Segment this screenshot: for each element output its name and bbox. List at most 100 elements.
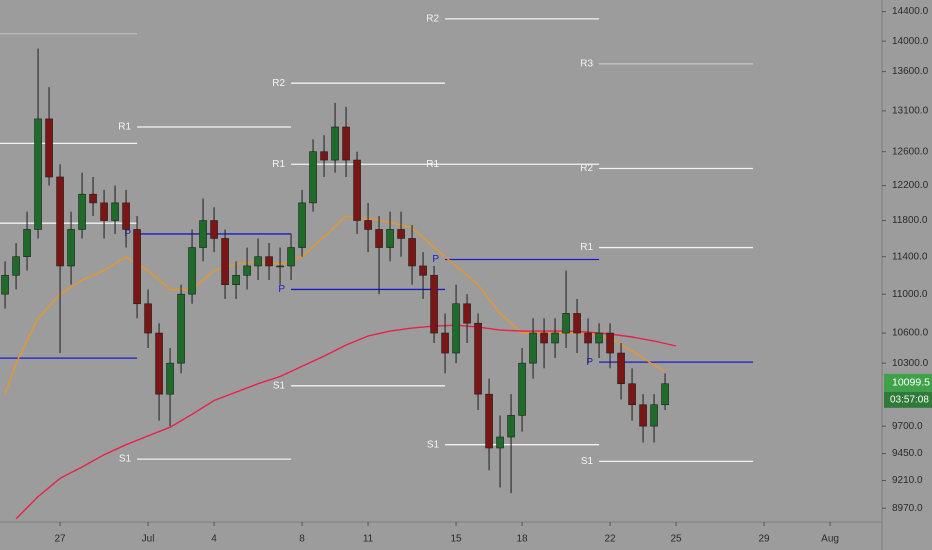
pivot-label: P bbox=[124, 229, 131, 240]
candle-body bbox=[232, 274, 240, 285]
candle-body bbox=[309, 151, 317, 204]
pivot-label: P bbox=[278, 284, 285, 295]
candle-body bbox=[375, 229, 383, 248]
candle-body bbox=[254, 256, 262, 267]
candle-body bbox=[331, 126, 339, 161]
candle-body bbox=[155, 332, 163, 395]
candle-body bbox=[452, 303, 460, 354]
last-price-box bbox=[884, 373, 932, 392]
pivot-label: R1 bbox=[272, 159, 285, 170]
last-price-label: 10099.5 bbox=[892, 377, 930, 389]
y-tick-label: 14400.0 bbox=[892, 6, 929, 17]
y-tick-label: 13100.0 bbox=[892, 106, 929, 117]
x-tick-label: 25 bbox=[670, 534, 682, 545]
candle-body bbox=[496, 436, 504, 449]
candle-body bbox=[320, 151, 328, 161]
candle-body bbox=[540, 332, 548, 344]
candle-body bbox=[342, 126, 350, 161]
y-tick-label: 11400.0 bbox=[892, 251, 928, 262]
candle-body bbox=[100, 202, 108, 221]
x-tick-label: 15 bbox=[450, 534, 462, 545]
pivot-label: R2 bbox=[426, 14, 439, 25]
candle-body bbox=[34, 118, 42, 230]
countdown-label: 03:57:08 bbox=[890, 394, 929, 405]
y-tick-label: 9210.0 bbox=[892, 475, 923, 486]
pivot-label: R3 bbox=[580, 59, 593, 70]
candle-body bbox=[441, 332, 449, 354]
pivot-label: R1 bbox=[426, 159, 439, 170]
candle-body bbox=[276, 265, 284, 268]
pivot-label: S1 bbox=[581, 456, 594, 467]
candle-body bbox=[111, 202, 119, 221]
pivot-label: P bbox=[586, 357, 593, 368]
y-tick-label: 12600.0 bbox=[892, 146, 929, 157]
candle-body bbox=[628, 383, 636, 406]
candle-body bbox=[419, 265, 427, 276]
y-tick-label: 8970.0 bbox=[892, 503, 923, 514]
candle-body bbox=[166, 362, 174, 395]
candle-body bbox=[518, 362, 526, 416]
candle-body bbox=[551, 332, 559, 344]
pivot-label: P bbox=[432, 254, 439, 265]
candle-body bbox=[89, 193, 97, 204]
candle-body bbox=[67, 229, 75, 267]
y-tick-label: 14000.0 bbox=[892, 36, 929, 47]
y-tick-label: 9700.0 bbox=[892, 421, 923, 432]
countdown-box bbox=[884, 391, 932, 408]
candle-body bbox=[606, 332, 614, 354]
y-tick-label: 10600.0 bbox=[892, 328, 929, 339]
candle-body bbox=[430, 274, 438, 334]
pivot-label: R2 bbox=[580, 163, 593, 174]
candle-body bbox=[221, 238, 229, 285]
pivot-label: R1 bbox=[580, 242, 593, 253]
candle-body bbox=[661, 383, 669, 406]
candle-body bbox=[56, 176, 64, 267]
axes: 14400.0 14000.0 13600.0 13100.0 12600.0 12200… bbox=[54, 6, 932, 545]
candle-body bbox=[78, 193, 86, 230]
x-tick-label: 18 bbox=[516, 534, 528, 545]
candle-body bbox=[287, 247, 295, 267]
candle-body bbox=[397, 229, 405, 239]
candle-body bbox=[507, 415, 515, 438]
x-tick-label: 29 bbox=[758, 534, 770, 545]
x-tick-label: 11 bbox=[363, 534, 374, 545]
candle-body bbox=[210, 220, 218, 239]
x-tick-label: 27 bbox=[54, 534, 66, 545]
candle-body bbox=[199, 220, 207, 248]
pivot-label: S1 bbox=[119, 454, 132, 465]
candle-body bbox=[463, 303, 471, 324]
y-tick-label: 11800.0 bbox=[892, 215, 928, 226]
candle-body bbox=[298, 202, 306, 248]
y-tick-label: 10300.0 bbox=[892, 358, 929, 369]
candle-body bbox=[386, 229, 394, 248]
candle-body bbox=[617, 352, 625, 385]
pivot-label: R1 bbox=[118, 122, 131, 133]
candle-body bbox=[639, 404, 647, 427]
candle-body bbox=[23, 229, 31, 258]
x-tick-label: Aug bbox=[821, 534, 839, 545]
candle-body bbox=[364, 220, 372, 230]
candle-body bbox=[562, 313, 570, 334]
x-tick-label: Jul bbox=[142, 534, 155, 545]
candle-body bbox=[12, 256, 20, 276]
candle-body bbox=[1, 274, 9, 295]
candle-body bbox=[474, 322, 482, 395]
candle-body bbox=[144, 303, 152, 334]
candle-body bbox=[485, 393, 493, 449]
candle-body bbox=[353, 159, 361, 221]
plot-area: R1 P S1 R2 R1 P S1 R2 R1 P S1 R3 R2 R1 P S1 bbox=[0, 14, 754, 520]
candle-body bbox=[122, 202, 130, 230]
candle-body bbox=[188, 247, 196, 295]
y-tick-label: 9450.0 bbox=[892, 448, 923, 459]
pivot-label: R2 bbox=[272, 78, 285, 89]
y-tick-label: 13600.0 bbox=[892, 66, 929, 77]
candle-body bbox=[408, 238, 416, 267]
candle-body bbox=[573, 313, 581, 334]
candle-body bbox=[595, 332, 603, 344]
y-tick-label: 12200.0 bbox=[892, 180, 929, 191]
candle-body bbox=[177, 293, 185, 364]
x-tick-label: 8 bbox=[299, 534, 305, 545]
pivot-label: S1 bbox=[273, 380, 286, 391]
candle-body bbox=[265, 256, 273, 267]
